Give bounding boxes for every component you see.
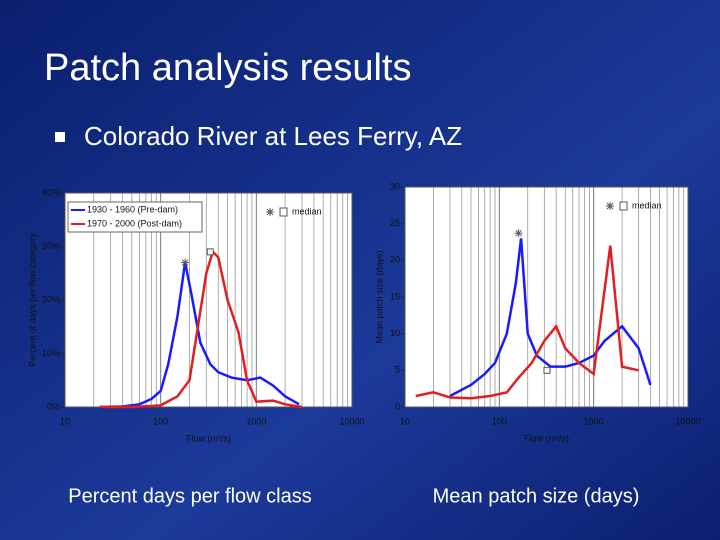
caption: Percent days per flow class (68, 485, 311, 507)
x-tick-label: 100 (153, 416, 168, 426)
series-line (415, 245, 639, 400)
median-marker (606, 202, 614, 210)
legend-label: 1970 - 2000 (Post-dam) (87, 218, 182, 228)
x-tick-label: 10000 (675, 416, 700, 426)
legend-box (67, 201, 203, 233)
y-axis-label: Mean patch size (days) (374, 250, 384, 343)
caption: Mean patch size (days) (433, 485, 640, 507)
legend-median-label: median (292, 206, 322, 216)
x-tick-label: 1000 (246, 416, 266, 426)
x-tick-label: 1000 (584, 416, 604, 426)
plot-border (404, 186, 689, 408)
y-tick-label: 25 (390, 218, 400, 228)
median-marker (514, 229, 523, 238)
slide-title: Patch analysis results (44, 47, 412, 89)
y-tick-label: 5 (395, 365, 400, 375)
plot-border (64, 192, 353, 408)
legend-median-label: median (632, 200, 662, 210)
y-tick-label: 20 (390, 255, 400, 265)
x-axis-label: Flow (m³/s) (186, 433, 231, 443)
y-tick-label: 15 (390, 291, 400, 301)
bullet-marker (55, 132, 65, 142)
series-line (99, 249, 303, 409)
legend-median-square (619, 201, 628, 211)
median-marker (206, 248, 214, 256)
y-axis-label: Percent of days per flow category (27, 233, 37, 367)
series-line (99, 262, 300, 409)
median-marker (543, 366, 551, 374)
y-tick-label: 40% (42, 187, 60, 197)
x-tick-label: 10 (400, 416, 410, 426)
y-tick-label: 0% (47, 401, 60, 411)
median-marker (266, 208, 274, 216)
x-tick-label: 10000 (339, 416, 364, 426)
legend-label: 1930 - 1960 (Pre-dam) (87, 204, 178, 214)
y-tick-label: 30% (42, 241, 60, 251)
y-tick-label: 20% (42, 294, 60, 304)
y-tick-label: 10 (390, 328, 400, 338)
plot-area (405, 187, 688, 407)
y-tick-label: 0 (395, 401, 400, 411)
y-tick-label: 10% (42, 348, 60, 358)
y-tick-label: 30 (390, 181, 400, 191)
x-tick-label: 100 (492, 416, 507, 426)
legend-median-square (279, 207, 288, 217)
x-tick-label: 10 (60, 416, 70, 426)
bullet-text: Colorado River at Lees Ferry, AZ (84, 121, 462, 151)
median-marker (181, 258, 190, 267)
x-axis-label: Flow (m³/s) (524, 433, 569, 443)
